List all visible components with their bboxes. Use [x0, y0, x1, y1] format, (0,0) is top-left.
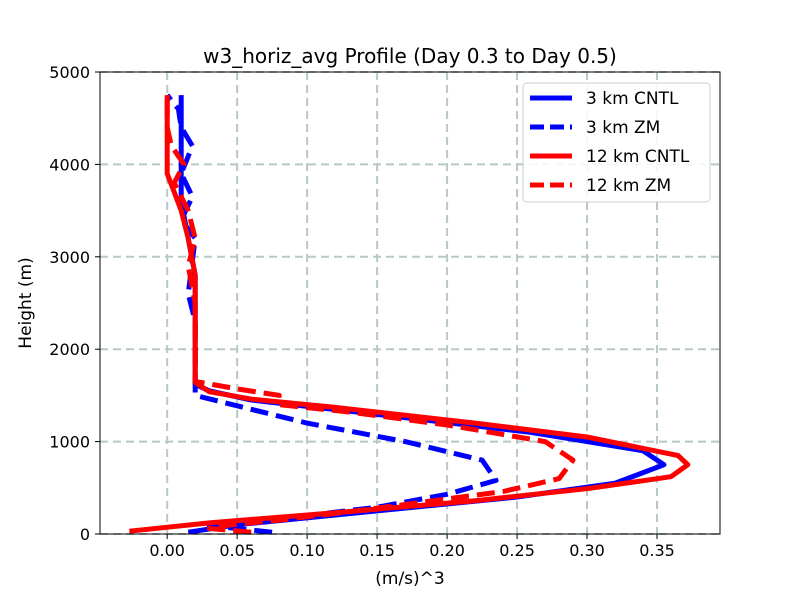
- x-axis-label: (m/s)^3: [375, 569, 444, 589]
- legend-label-4: 12 km ZM: [586, 176, 671, 196]
- y-tick-label: 0: [80, 525, 90, 544]
- plot-frame: [99, 71, 721, 535]
- y-axis: 0 1000 2000 3000 4000 5000: [49, 63, 100, 544]
- legend-label-2: 3 km ZM: [586, 118, 660, 138]
- y-tick-label: 1000: [49, 433, 90, 452]
- y-tick-label: 3000: [49, 248, 90, 267]
- x-tick-label: 0.25: [499, 541, 535, 560]
- x-tick-label: 0.30: [569, 541, 605, 560]
- x-tick-label: 0.15: [359, 541, 395, 560]
- series-line-4: [164, 95, 576, 535]
- legend-label-1: 3 km CNTL: [586, 89, 679, 109]
- x-tick-label: 0.10: [289, 541, 325, 560]
- legend: 3 km CNTL 3 km ZM 12 km CNTL 12 km ZM: [522, 82, 711, 203]
- chart-title: w3_horiz_avg Profile (Day 0.3 to Day 0.5…: [203, 44, 617, 68]
- series-layer: [129, 93, 691, 535]
- y-axis-label: Height (m): [16, 257, 36, 348]
- x-tick-label: 0.05: [219, 541, 255, 560]
- x-tick-label: 0.00: [149, 541, 185, 560]
- legend-box: [522, 82, 711, 203]
- x-axis: 0.00 0.05 0.10 0.15 0.20 0.25 0.30 0.35: [149, 534, 675, 560]
- y-tick-label: 2000: [49, 340, 90, 359]
- y-tick-label: 5000: [49, 63, 90, 82]
- y-tick-label: 4000: [49, 155, 90, 174]
- x-tick-label: 0.20: [429, 541, 465, 560]
- grid: [100, 71, 720, 535]
- series-line-3: [129, 95, 691, 534]
- legend-label-3: 12 km CNTL: [586, 147, 690, 167]
- x-tick-label: 0.35: [639, 541, 675, 560]
